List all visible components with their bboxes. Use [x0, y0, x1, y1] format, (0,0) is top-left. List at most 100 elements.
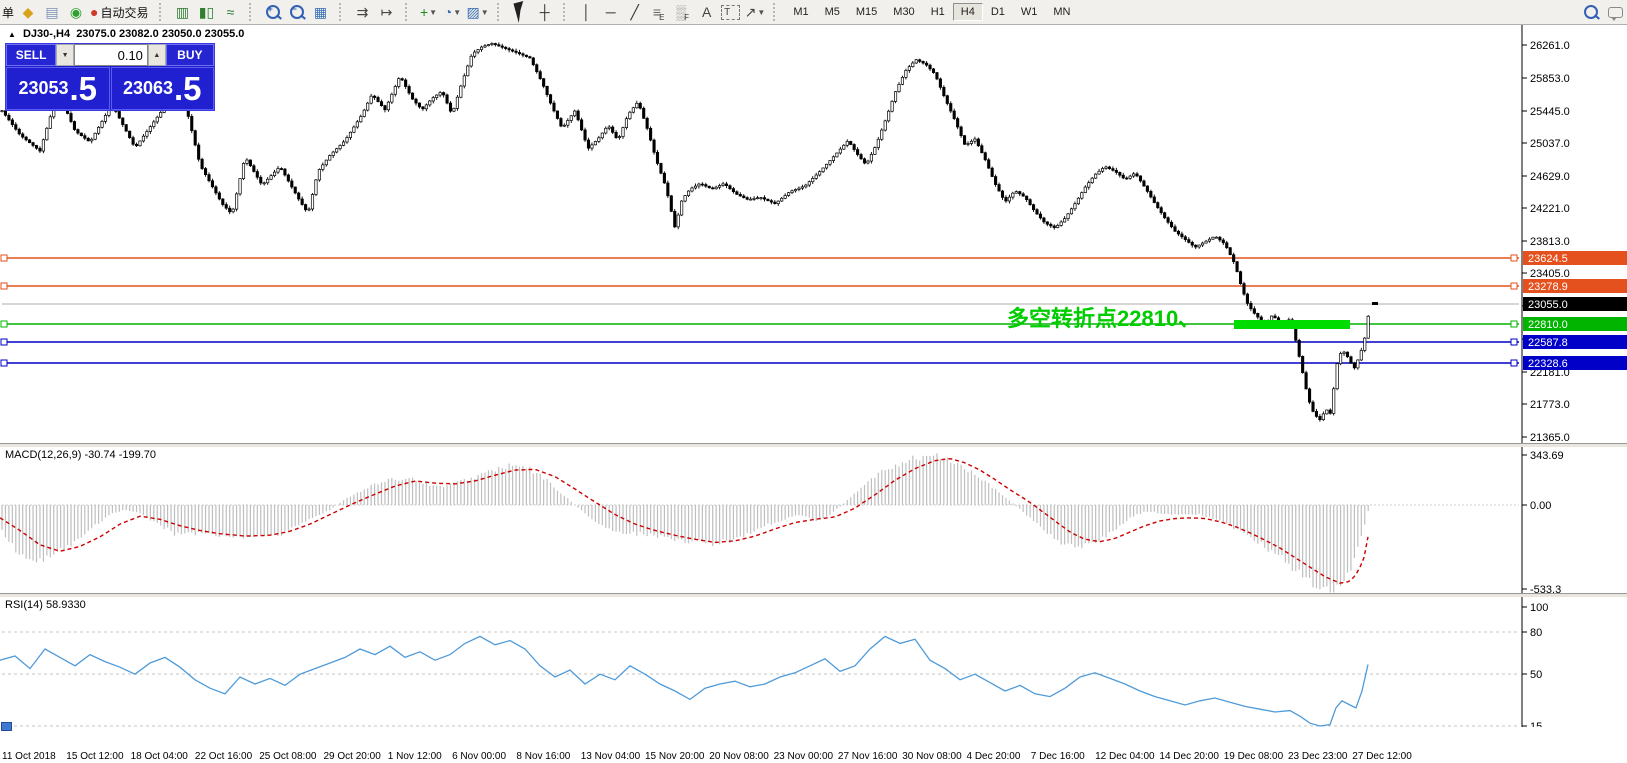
- svg-text:25037.0: 25037.0: [1530, 138, 1570, 150]
- one-click-trade-panel: SELL ▼ ▲ BUY 23053 .5 23063 .5: [5, 43, 215, 111]
- timeframe-m15[interactable]: M15: [855, 6, 878, 18]
- time-label: 25 Oct 08:00: [259, 751, 317, 762]
- autotrade-icon[interactable]: ● 自动交易: [90, 4, 149, 20]
- arrows-icon-dropdown[interactable]: ▼: [757, 7, 766, 17]
- close-marker: [1372, 302, 1378, 305]
- candlestick-series: [0, 42, 1370, 422]
- template-icon-dropdown[interactable]: ▼: [480, 7, 489, 17]
- ohlc-values: 23075.0 23082.0 23050.0 23055.0: [76, 28, 245, 40]
- macd-scale[interactable]: 343.69 0.00 -533.3: [1521, 447, 1564, 593]
- line-chart-icon[interactable]: ≈: [226, 4, 235, 20]
- annotation-text[interactable]: 多空转折点22810、: [1007, 306, 1200, 331]
- terminal-icon[interactable]: ▤: [45, 3, 59, 20]
- time-label: 12 Dec 04:00: [1095, 751, 1155, 762]
- macd-panel: 343.69 0.00 -533.3: [0, 447, 1564, 593]
- svg-text:23405.0: 23405.0: [1530, 268, 1570, 280]
- rsi-scale[interactable]: 100 80 50 15: [1521, 597, 1548, 728]
- bar-chart-icon[interactable]: ▥: [175, 3, 190, 20]
- toolbar-separator: [404, 3, 413, 21]
- collapse-panel-icon[interactable]: ▲: [8, 30, 16, 39]
- time-scale[interactable]: 11 Oct 2018 15 Oct 12:00 18 Oct 04:00 22 Oc…: [0, 727, 1627, 763]
- text-icon[interactable]: A: [701, 4, 712, 20]
- rsi-panel: 100 80 50 15: [0, 597, 1548, 728]
- auto-scroll-icon[interactable]: ⇉: [356, 3, 369, 20]
- svg-text:21773.0: 21773.0: [1530, 399, 1570, 411]
- hline-23624.5[interactable]: [0, 254, 1519, 262]
- text-label-icon[interactable]: T: [720, 1, 742, 23]
- cursor-icon[interactable]: [510, 1, 532, 23]
- sell-price: 23053: [18, 78, 69, 98]
- trendline-icon[interactable]: ╱: [630, 3, 639, 20]
- buy-price-button[interactable]: 23063 .5: [110, 67, 214, 110]
- toolbar-separator: [248, 3, 257, 21]
- panel-divider[interactable]: [0, 593, 1627, 598]
- fibonacci-icon[interactable]: ≡ E: [652, 4, 665, 22]
- macd-label: MACD(12,26,9) -30.74 -199.70: [5, 449, 157, 461]
- signal-icon[interactable]: ◉: [69, 3, 83, 20]
- time-label: 23 Dec 23:00: [1288, 751, 1348, 762]
- toolbar-separator: [773, 3, 781, 21]
- svg-text:24221.0: 24221.0: [1530, 203, 1570, 215]
- symbol-period-label: DJ30-,H4: [22, 28, 71, 40]
- time-label: 18 Oct 04:00: [130, 751, 188, 762]
- time-label: 15 Nov 20:00: [645, 751, 705, 762]
- candlestick-chart-icon[interactable]: ▮▯: [198, 3, 215, 20]
- volume-input[interactable]: [73, 44, 148, 66]
- volume-down-button[interactable]: ▼: [56, 44, 74, 66]
- arrows-icon[interactable]: ↗ ▼: [744, 3, 766, 20]
- horizontal-line-icon[interactable]: ─: [605, 4, 616, 20]
- toolbar-separator: [158, 3, 167, 21]
- timeframe-m30[interactable]: M30: [893, 6, 915, 18]
- price-tag-22810.0: 22810.0: [1523, 317, 1627, 331]
- svg-text:25853.0: 25853.0: [1530, 73, 1570, 85]
- period-icon[interactable]: ◔ ▼: [443, 4, 462, 20]
- zoom-out-icon[interactable]: −: [286, 1, 308, 23]
- sell-price-fraction: .5: [69, 70, 98, 107]
- search-icon[interactable]: [1580, 1, 1602, 23]
- volume-up-button[interactable]: ▲: [147, 44, 166, 66]
- panel-divider[interactable]: [0, 443, 1627, 448]
- toolbar-separator: [338, 3, 347, 21]
- period-icon-dropdown[interactable]: ▼: [453, 7, 462, 17]
- channel-icon[interactable]: ▒ F: [676, 4, 690, 22]
- rsi-label: RSI(14) 58.9330: [5, 599, 86, 611]
- new-order-icon[interactable]: ◆: [22, 3, 34, 20]
- time-label: 30 Nov 08:00: [902, 751, 962, 762]
- price-tag-22587.8: 22587.8: [1523, 335, 1627, 349]
- timeframe-w1[interactable]: W1: [1020, 6, 1038, 18]
- chat-icon[interactable]: [1604, 1, 1626, 23]
- add-indicator-icon[interactable]: + ▼: [419, 4, 438, 20]
- buy-price: 23063: [122, 78, 174, 98]
- zoom-in-icon[interactable]: +: [262, 1, 284, 23]
- timeframe-h4[interactable]: H4: [952, 3, 983, 21]
- hline-23278.9[interactable]: [0, 282, 1519, 290]
- timeframe-d1[interactable]: D1: [990, 6, 1005, 18]
- trend-segment[interactable]: [1234, 320, 1350, 329]
- vertical-line-icon[interactable]: │: [582, 4, 592, 20]
- crosshair-icon[interactable]: ┼: [539, 4, 550, 20]
- timeframe-m1[interactable]: M1: [793, 6, 809, 18]
- horizontal-lines[interactable]: [0, 254, 1519, 367]
- price-scale[interactable]: 26261.0 25853.0 25445.0 25037.0 24629.0 24221…: [1521, 25, 1570, 443]
- sell-price-button[interactable]: 23053 .5: [6, 67, 110, 110]
- time-label: 20 Nov 08:00: [709, 751, 769, 762]
- price-tag-23624.5: 23624.5: [1523, 251, 1627, 265]
- buy-button[interactable]: BUY: [165, 44, 214, 66]
- template-icon[interactable]: ▨ ▼: [466, 3, 489, 20]
- timeframe-h1[interactable]: H1: [930, 6, 945, 18]
- tile-windows-icon[interactable]: ▦: [313, 3, 328, 20]
- timeframe-m5[interactable]: M5: [824, 6, 840, 18]
- time-label: 1 Nov 12:00: [387, 751, 442, 762]
- rsi-line: [0, 635, 1369, 727]
- svg-text:50: 50: [1530, 669, 1542, 681]
- svg-text:80: 80: [1530, 627, 1542, 639]
- sell-button[interactable]: SELL: [6, 44, 57, 66]
- new-order-label[interactable]: 单: [2, 5, 15, 20]
- hline-22328.6[interactable]: [0, 359, 1519, 367]
- timeframe-mn[interactable]: MN: [1053, 6, 1071, 18]
- time-label: 15 Oct 12:00: [66, 751, 124, 762]
- chart-shift-icon[interactable]: ↦: [380, 3, 393, 20]
- hline-22587.8[interactable]: [0, 338, 1519, 346]
- add-indicator-icon-dropdown[interactable]: ▼: [429, 7, 438, 17]
- autotrade-label[interactable]: 自动交易: [100, 5, 149, 20]
